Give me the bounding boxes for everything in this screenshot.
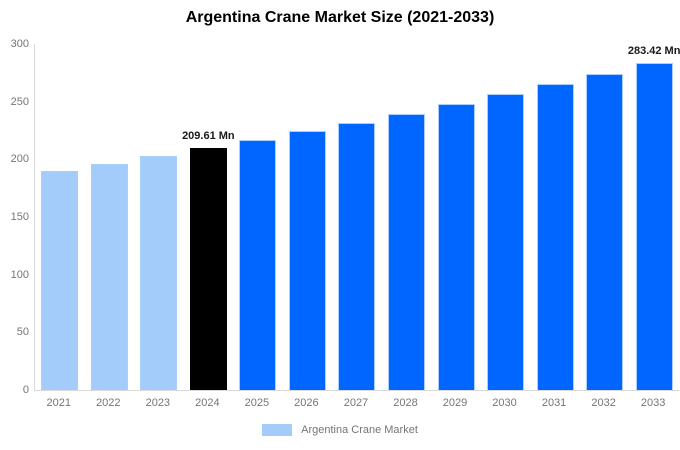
bar-slot-2025	[233, 44, 283, 390]
x-tick-label-2027: 2027	[343, 397, 369, 409]
bar-slot-2026	[283, 44, 333, 390]
legend-label[interactable]: Argentina Crane Market	[301, 424, 418, 436]
y-tick-label-300: 300	[10, 38, 29, 50]
x-axis-labels: 2021 2022 2023 2024 2025 2026 2027 2028 2029 2030…	[34, 397, 678, 409]
bar-slot-2031	[530, 44, 580, 390]
bar-2029	[437, 104, 475, 390]
y-tick-label-200: 200	[10, 153, 29, 166]
legend-swatch[interactable]	[262, 424, 293, 436]
bar-slot-2028	[382, 44, 432, 390]
data-label-2024: 209.61 Mn	[182, 130, 235, 143]
bar-2027	[338, 122, 376, 390]
x-tick-label-2025: 2025	[244, 397, 270, 409]
bar-slot-2030	[481, 44, 531, 390]
bar-slot-2024: 209.61 Mn	[182, 44, 235, 390]
bar-2031	[536, 84, 574, 390]
x-tick-label-2024: 2024	[195, 397, 220, 409]
chart-title: Argentina Crane Market Size (2021-2033)	[185, 9, 495, 26]
bar-slot-2033: 283.42 Mn	[627, 44, 680, 390]
bar-2023	[140, 156, 178, 390]
bar-2033	[635, 63, 673, 390]
x-tick-label-2030: 2030	[492, 397, 517, 409]
bar-slot-2023	[134, 44, 184, 390]
bar-2021	[41, 171, 79, 390]
data-label-2033: 283.42 Mn	[627, 45, 680, 58]
bar-2026	[288, 131, 326, 390]
bar-slot-2029	[431, 44, 481, 390]
x-tick-label-2029: 2029	[442, 397, 468, 409]
y-tick-label-50: 50	[16, 326, 29, 339]
x-tick-label-2022: 2022	[96, 397, 121, 409]
y-tick-label-250: 250	[10, 95, 29, 108]
y-tick-label-100: 100	[10, 268, 29, 281]
bar-2022	[90, 163, 128, 390]
bar-slot-2032	[580, 44, 630, 390]
bar-2028	[387, 113, 425, 390]
bar-2032	[586, 73, 624, 390]
bar-2025	[239, 140, 277, 390]
bar-2024	[189, 148, 227, 390]
legend: Argentina Crane Market	[0, 424, 680, 436]
x-tick-label-2021: 2021	[46, 397, 71, 409]
x-tick-label-2028: 2028	[393, 397, 418, 409]
bar-2030	[487, 94, 525, 390]
bar-slot-2021	[35, 44, 85, 390]
plot-area: 209.61 Mn 283.42 Mn	[34, 44, 680, 391]
y-axis: 0 50 100 150 200 250 300	[0, 0, 29, 450]
y-tick-label-150: 150	[10, 211, 29, 223]
y-tick-label-0: 0	[22, 384, 29, 396]
x-tick-label-2032: 2032	[591, 397, 616, 409]
x-tick-label-2031: 2031	[541, 397, 567, 409]
x-tick-label-2023: 2023	[145, 397, 171, 409]
bars-group: 209.61 Mn 283.42 Mn	[35, 44, 680, 390]
bar-slot-2027	[332, 44, 382, 390]
x-tick-label-2026: 2026	[294, 397, 319, 409]
x-tick-label-2033: 2033	[640, 397, 666, 409]
bar-slot-2022	[85, 44, 135, 390]
